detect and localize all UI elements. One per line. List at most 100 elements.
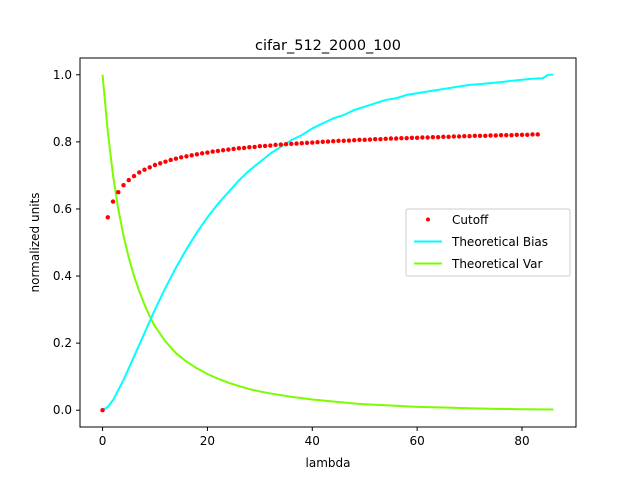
x-tick-label: 60 xyxy=(409,434,424,448)
point-cutoff xyxy=(514,132,519,138)
point-cutoff xyxy=(399,135,404,141)
y-axis-ticks: 0.0 0.2 0.4 0.6 0.8 1.0 xyxy=(53,68,80,417)
point-cutoff xyxy=(425,135,430,140)
point-cutoff xyxy=(530,132,535,137)
point-cutoff xyxy=(414,135,420,141)
point-cutoff xyxy=(420,135,425,140)
point-cutoff xyxy=(383,136,388,142)
y-axis-label: normalized units xyxy=(28,193,42,293)
point-cutoff xyxy=(158,161,163,166)
x-tick-label: 0 xyxy=(99,434,107,448)
point-cutoff xyxy=(184,154,189,159)
legend-label-bias: Theoretical Bias xyxy=(451,235,548,249)
point-cutoff xyxy=(519,132,525,138)
point-cutoff xyxy=(310,140,315,145)
point-cutoff xyxy=(299,141,304,146)
point-cutoff xyxy=(315,140,320,145)
series-line-theoretical-bias xyxy=(102,73,554,412)
point-cutoff xyxy=(210,149,215,154)
point-cutoff xyxy=(131,173,137,179)
point-cutoff xyxy=(435,134,441,140)
point-cutoff xyxy=(294,141,299,146)
point-cutoff xyxy=(252,144,257,150)
point-cutoff xyxy=(262,143,268,149)
point-cutoff xyxy=(472,133,478,139)
point-cutoff xyxy=(456,134,462,139)
point-cutoff xyxy=(388,136,394,141)
point-cutoff xyxy=(163,159,168,164)
point-cutoff xyxy=(325,139,331,144)
point-cutoff xyxy=(409,135,415,141)
y-tick-label: 1.0 xyxy=(53,68,72,82)
point-cutoff xyxy=(178,155,184,160)
x-tick-label: 20 xyxy=(200,434,215,448)
point-cutoff xyxy=(320,139,325,145)
legend-swatch-cutoff xyxy=(426,217,430,222)
point-cutoff xyxy=(346,138,352,143)
point-cutoff xyxy=(142,167,147,172)
point-cutoff xyxy=(367,137,373,142)
point-cutoff xyxy=(168,157,173,163)
point-cutoff xyxy=(404,135,409,141)
point-cutoff xyxy=(189,153,194,158)
legend: Cutoff Theoretical Bias Theoretical Var xyxy=(405,208,571,277)
point-cutoff xyxy=(446,134,451,140)
series-line-theoretical-var xyxy=(101,74,554,411)
point-cutoff xyxy=(121,182,126,188)
chart-title: cifar_512_2000_100 xyxy=(255,38,401,54)
point-cutoff xyxy=(535,132,540,137)
point-cutoff xyxy=(105,215,110,220)
point-cutoff xyxy=(173,156,179,161)
point-cutoff xyxy=(304,140,310,146)
point-cutoff xyxy=(100,408,105,413)
point-cutoff xyxy=(110,199,116,204)
point-cutoff xyxy=(241,145,247,151)
x-tick-label: 80 xyxy=(514,434,529,448)
point-cutoff xyxy=(289,141,294,147)
y-tick-label: 0.4 xyxy=(53,269,72,283)
legend-box xyxy=(405,208,571,277)
legend-label-var: Theoretical Var xyxy=(451,257,542,271)
point-cutoff xyxy=(378,136,383,142)
point-cutoff xyxy=(488,133,493,138)
point-cutoff xyxy=(147,165,152,170)
point-cutoff xyxy=(504,132,509,138)
chart-marks xyxy=(100,73,554,413)
point-cutoff xyxy=(477,133,483,139)
x-axis-ticks: 0 20 40 60 80 xyxy=(99,427,530,448)
point-cutoff xyxy=(220,148,226,153)
point-cutoff xyxy=(283,142,289,147)
point-cutoff xyxy=(205,150,210,155)
point-cutoff xyxy=(451,134,457,139)
point-cutoff xyxy=(257,144,263,149)
y-tick-label: 0.8 xyxy=(53,135,72,149)
plot-frame xyxy=(79,57,577,428)
point-cutoff xyxy=(462,133,467,139)
point-cutoff xyxy=(336,138,341,144)
point-cutoff xyxy=(483,133,488,139)
x-axis-label: lambda xyxy=(306,456,351,470)
point-cutoff xyxy=(116,189,121,195)
point-cutoff xyxy=(430,134,436,140)
point-cutoff xyxy=(273,142,278,148)
point-cutoff xyxy=(137,170,142,175)
point-cutoff xyxy=(357,137,362,143)
point-cutoff xyxy=(509,132,514,138)
point-cutoff xyxy=(126,177,131,183)
legend-label-cutoff: Cutoff xyxy=(452,213,489,227)
point-cutoff xyxy=(498,132,504,138)
y-tick-label: 0.0 xyxy=(53,403,72,417)
point-cutoff xyxy=(352,137,357,143)
point-cutoff xyxy=(199,151,205,156)
point-cutoff xyxy=(247,145,252,150)
point-cutoff xyxy=(393,136,399,141)
point-cutoff xyxy=(278,142,284,147)
point-cutoff xyxy=(441,134,446,140)
point-cutoff xyxy=(194,152,200,157)
point-cutoff xyxy=(236,146,242,151)
point-cutoff xyxy=(525,132,530,138)
point-cutoff xyxy=(231,146,236,152)
point-cutoff xyxy=(362,137,367,143)
point-cutoff xyxy=(226,147,231,152)
